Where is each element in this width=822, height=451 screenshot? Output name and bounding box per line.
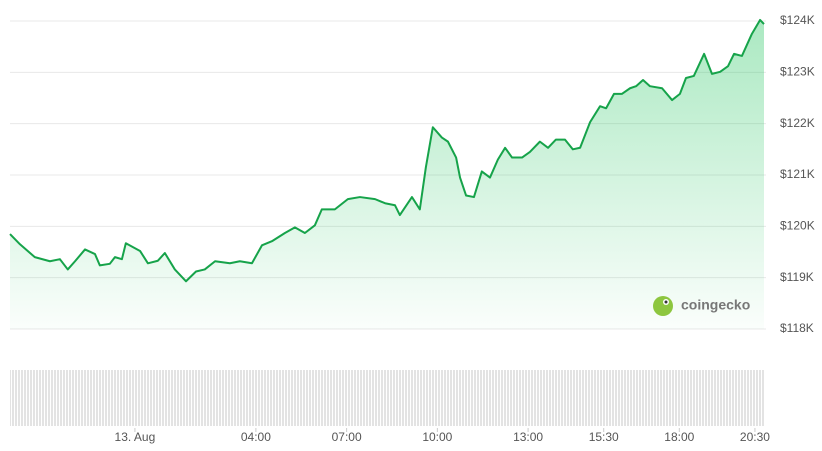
price-line bbox=[9, 18, 765, 283]
volume-band bbox=[10, 370, 764, 426]
y-tick-label: $122K bbox=[780, 116, 815, 130]
y-tick-label: $120K bbox=[780, 219, 815, 233]
x-tick-label: 07:00 bbox=[332, 430, 362, 444]
y-tick-label: $124K bbox=[780, 13, 815, 27]
x-tick-label: 13. Aug bbox=[115, 430, 156, 444]
area-fill bbox=[10, 19, 764, 329]
x-tick-label: 13:00 bbox=[513, 430, 543, 444]
y-tick-label: $118K bbox=[780, 321, 814, 335]
y-tick-label: $123K bbox=[780, 65, 815, 79]
x-tick-label: 20:30 bbox=[740, 430, 770, 444]
x-tick-label: 15:30 bbox=[589, 430, 619, 444]
y-tick-label: $121K bbox=[780, 167, 815, 181]
watermark: coingecko bbox=[681, 297, 750, 313]
x-tick-label: 18:00 bbox=[664, 430, 694, 444]
watermark-logo bbox=[653, 296, 673, 316]
x-tick-label: 04:00 bbox=[241, 430, 271, 444]
y-tick-label: $119K bbox=[780, 270, 814, 284]
x-tick-label: 10:00 bbox=[422, 430, 452, 444]
